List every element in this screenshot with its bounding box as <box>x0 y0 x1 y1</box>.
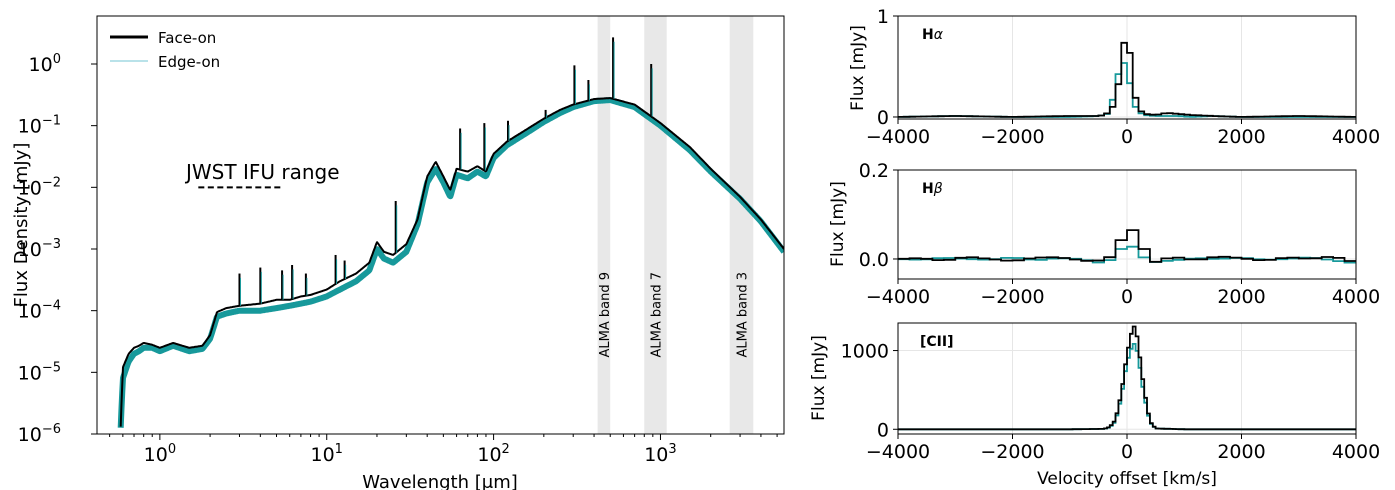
sed-x-ticks: 100 101 102 103 <box>109 434 778 466</box>
y-tick-label: 10−4 <box>18 299 61 323</box>
x-tick-exponent: 0 <box>168 442 176 457</box>
x-tick-label: 102 <box>477 442 509 466</box>
x-tick-label: 0 <box>1121 126 1133 148</box>
alma-bands <box>597 16 754 434</box>
halpha-curves <box>898 41 1356 118</box>
x-tick-exponent: 2 <box>502 442 510 457</box>
y-tick-label: 0 <box>877 419 889 441</box>
x-tick-label: −4000 <box>866 441 930 463</box>
halpha-alpha-symbol: α <box>934 27 944 43</box>
y-tick-exponent: −1 <box>42 114 61 129</box>
cii-panel: −4000 −2000 0 2000 4000 0 1000 [CII] Flux [mJ… <box>809 322 1380 489</box>
halpha-x-ticks: −4000 −2000 0 2000 4000 <box>866 119 1380 148</box>
y-tick-exponent: −5 <box>42 360 61 375</box>
halpha-panel-label: Hα <box>922 27 944 43</box>
x-tick-label: −4000 <box>866 286 930 308</box>
sed-legend: Face-on Edge-on <box>110 29 220 71</box>
cii-panel-label: [CII] <box>920 334 954 350</box>
x-tick-label: 101 <box>310 442 342 466</box>
y-tick-label: 100 <box>29 52 61 76</box>
cii-y-ticks: 0 1000 <box>841 341 898 441</box>
alma-band-9-label: ALMA band 9 <box>598 272 613 358</box>
legend-edge-on-label: Edge-on <box>158 53 220 71</box>
y-tick-label: 0.0 <box>859 249 889 271</box>
hbeta-curves <box>898 229 1356 264</box>
sed-plot-frame <box>96 15 785 435</box>
x-tick-label: 4000 <box>1332 441 1380 463</box>
hbeta-y-ticks: 0.0 0.2 <box>859 160 898 271</box>
x-tick-label: −2000 <box>980 286 1044 308</box>
x-tick-label: −2000 <box>980 441 1044 463</box>
cii-x-ticks: −4000 −2000 0 2000 4000 <box>866 434 1380 463</box>
x-tick-exponent: 1 <box>335 442 343 457</box>
hbeta-x-ticks: −4000 −2000 0 2000 4000 <box>866 279 1380 308</box>
alma-band-1-shade <box>597 16 611 434</box>
y-tick-exponent: −2 <box>42 175 61 190</box>
x-tick-label: −2000 <box>980 126 1044 148</box>
halpha-panel: −4000 −2000 0 2000 4000 01 Hα Flux [mJy] <box>848 6 1380 148</box>
y-tick-exponent: −3 <box>42 237 61 252</box>
jwst-range-label: JWST IFU range <box>184 160 340 184</box>
y-tick-exponent: 0 <box>53 52 61 67</box>
y-tick-label: 1000 <box>841 341 889 363</box>
x-tick-label: 4000 <box>1332 126 1380 148</box>
cii-x-axis-label: Velocity offset [km/s] <box>1037 469 1217 489</box>
x-tick-label: 100 <box>144 442 176 466</box>
y-tick-exponent: −6 <box>42 422 61 437</box>
x-tick-exponent: 3 <box>668 442 676 457</box>
hbeta-grid <box>897 169 1357 279</box>
halpha-y-axis-label: Flux [mJy] <box>848 25 868 111</box>
hbeta-panel: −4000 −2000 0 2000 4000 0.0 0.2 Hβ Flux [mJy] <box>828 160 1380 308</box>
y-tick-label: 10−1 <box>18 114 61 138</box>
sed-curves <box>117 37 784 428</box>
sed-series-face-on <box>119 97 784 427</box>
x-tick-label: −4000 <box>866 126 930 148</box>
alma-band-2-shade <box>644 16 667 434</box>
series-face-on <box>898 325 1356 431</box>
y-tick-label: 0.2 <box>859 160 889 182</box>
x-tick-label: 2000 <box>1217 286 1265 308</box>
y-tick-label: 0 <box>877 107 889 129</box>
sed-x-axis-label: Wavelength [μm] <box>362 472 518 490</box>
y-tick-exponent: −4 <box>42 299 61 314</box>
y-tick-label: 10−6 <box>18 422 61 446</box>
hbeta-panel-label: Hβ <box>922 181 943 197</box>
alma-band-3-shade <box>729 16 754 434</box>
x-tick-label: 103 <box>644 442 676 466</box>
hbeta-beta-symbol: β <box>933 181 943 197</box>
alma-band-3-label: ALMA band 3 <box>735 272 750 358</box>
cii-y-axis-label: Flux [mJy] <box>809 335 829 421</box>
cii-grid <box>897 323 1357 434</box>
x-tick-label: 2000 <box>1217 126 1265 148</box>
alma-band-7-label: ALMA band 7 <box>649 272 664 358</box>
halpha-y-ticks: 01 <box>877 6 898 129</box>
cii-curves <box>898 325 1356 431</box>
hbeta-y-axis-label: Flux [mJy] <box>828 181 848 267</box>
series-face-on <box>898 41 1356 118</box>
x-tick-label: 0 <box>1121 441 1133 463</box>
y-tick-label: 10−5 <box>18 360 61 384</box>
x-tick-label: 0 <box>1121 286 1133 308</box>
sed-series-edge-on <box>117 97 784 428</box>
y-tick-label: 1 <box>877 6 889 28</box>
x-tick-label: 4000 <box>1332 286 1380 308</box>
series-face-on <box>898 229 1356 263</box>
legend-face-on-label: Face-on <box>158 29 216 47</box>
x-tick-label: 2000 <box>1217 441 1265 463</box>
y-tick-label: 10−2 <box>18 175 61 199</box>
sed-panel: 100 101 102 103 10−6 10−5 10−4 1 0 −3 10−2 10−1 100… <box>11 15 785 490</box>
sed-y-axis-label: Flux Density [mJy] <box>11 143 32 308</box>
